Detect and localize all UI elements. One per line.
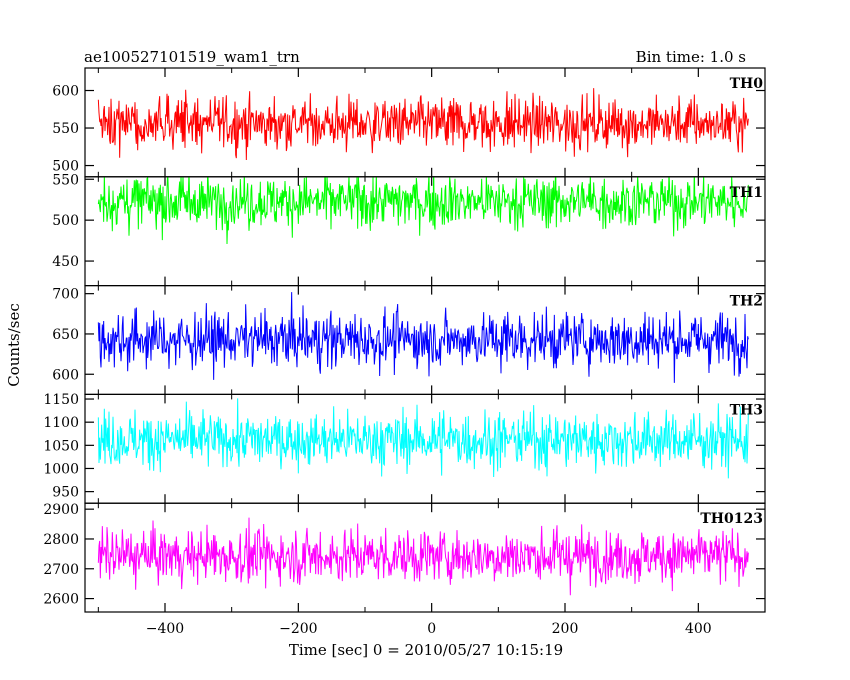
y-tick-label: 1000 (43, 461, 79, 477)
panel-label-th2: TH2 (730, 294, 763, 310)
series-line-th3 (97, 398, 749, 479)
x-tick-label: −200 (279, 621, 317, 637)
y-tick-label: 950 (52, 485, 79, 501)
y-tick-label: 2600 (43, 592, 79, 608)
panel-label-th3: TH3 (730, 402, 763, 418)
series-line-th0 (97, 88, 749, 160)
y-tick-label: 550 (52, 121, 79, 137)
y-tick-label: 2900 (43, 502, 79, 518)
y-tick-label: 550 (52, 172, 79, 188)
x-tick-label: −400 (146, 621, 184, 637)
series-line-th1 (97, 176, 749, 245)
y-tick-label: 1100 (43, 415, 79, 431)
y-tick-label: 450 (52, 254, 79, 270)
y-tick-label: 700 (52, 287, 79, 303)
y-axis-label: Counts/sec (5, 303, 23, 387)
y-tick-label: 500 (52, 159, 79, 175)
y-tick-label: 650 (52, 327, 79, 343)
series-line-th0123 (97, 517, 749, 596)
y-tick-label: 2700 (43, 562, 79, 578)
y-tick-label: 500 (52, 213, 79, 229)
y-tick-label: 1150 (43, 392, 79, 408)
x-tick-label: 200 (552, 621, 579, 637)
x-tick-label: 0 (427, 621, 436, 637)
y-tick-label: 1050 (43, 438, 79, 454)
x-tick-label: 400 (685, 621, 712, 637)
series-line-th2 (97, 292, 749, 383)
x-axis-label: Time [sec] 0 = 2010/05/27 10:15:19 (289, 641, 563, 659)
y-tick-label: 600 (52, 367, 79, 383)
panel-label-th0: TH0 (730, 76, 764, 92)
panels-layer: TH0500550600TH1450500550TH2600650700TH39… (43, 67, 766, 637)
panel-frame-th0123 (84, 502, 766, 613)
chart-title-right: Bin time: 1.0 s (636, 48, 746, 66)
y-tick-label: 600 (52, 84, 79, 100)
panel-label-th0123: TH0123 (700, 511, 763, 527)
chart-title-left: ae100527101519_wam1_trn (84, 48, 300, 66)
panel-label-th1: TH1 (730, 185, 763, 201)
y-tick-label: 2800 (43, 532, 79, 548)
